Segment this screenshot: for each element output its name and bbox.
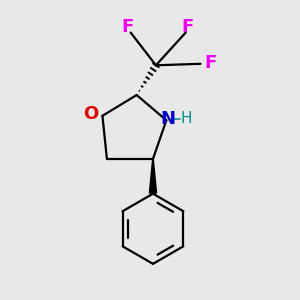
- Polygon shape: [149, 159, 157, 193]
- Text: F: F: [205, 54, 217, 72]
- Text: F: F: [181, 18, 194, 36]
- Text: F: F: [121, 18, 133, 36]
- Text: O: O: [83, 105, 99, 123]
- Text: N: N: [160, 110, 175, 128]
- Text: H: H: [181, 111, 192, 126]
